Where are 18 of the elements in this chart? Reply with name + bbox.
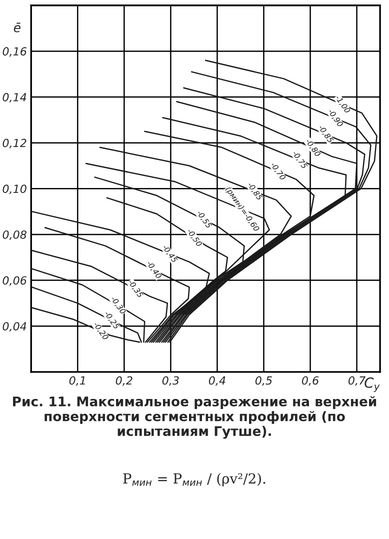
x-tick-label: 0,5 xyxy=(255,376,272,386)
y-axis-title: ē xyxy=(14,22,20,32)
y-tick-label: 0,10 xyxy=(2,184,26,194)
text: P$_{мин}$ = P$_{мин}$ / (ρv²/2). xyxy=(123,472,266,486)
x-tick-label: 0,3 xyxy=(162,376,179,386)
y-tick-label: 0,04 xyxy=(2,322,26,332)
x-axis-title: C$_{y}$ xyxy=(364,377,380,392)
y-tick-label: 0,16 xyxy=(2,47,26,57)
x-tick-label: 0,7 xyxy=(348,376,366,386)
x-tick-label: 0,2 xyxy=(116,376,132,386)
y-tick-label: 0,14 xyxy=(2,92,26,103)
y-tick-label: 0,06 xyxy=(2,276,26,286)
x-tick-label: 0,1 xyxy=(69,376,85,386)
x-tick-label: 0,6 xyxy=(302,376,319,386)
x-tick-label: 0,4 xyxy=(208,376,226,386)
y-tick-label: 0,12 xyxy=(2,138,26,148)
y-tick-label: 0,08 xyxy=(2,230,26,240)
text: Рис. 11. Максимальное разрежение на верхней поверхности сегментных профилей (по испытаниям Гутше). xyxy=(13,396,376,439)
